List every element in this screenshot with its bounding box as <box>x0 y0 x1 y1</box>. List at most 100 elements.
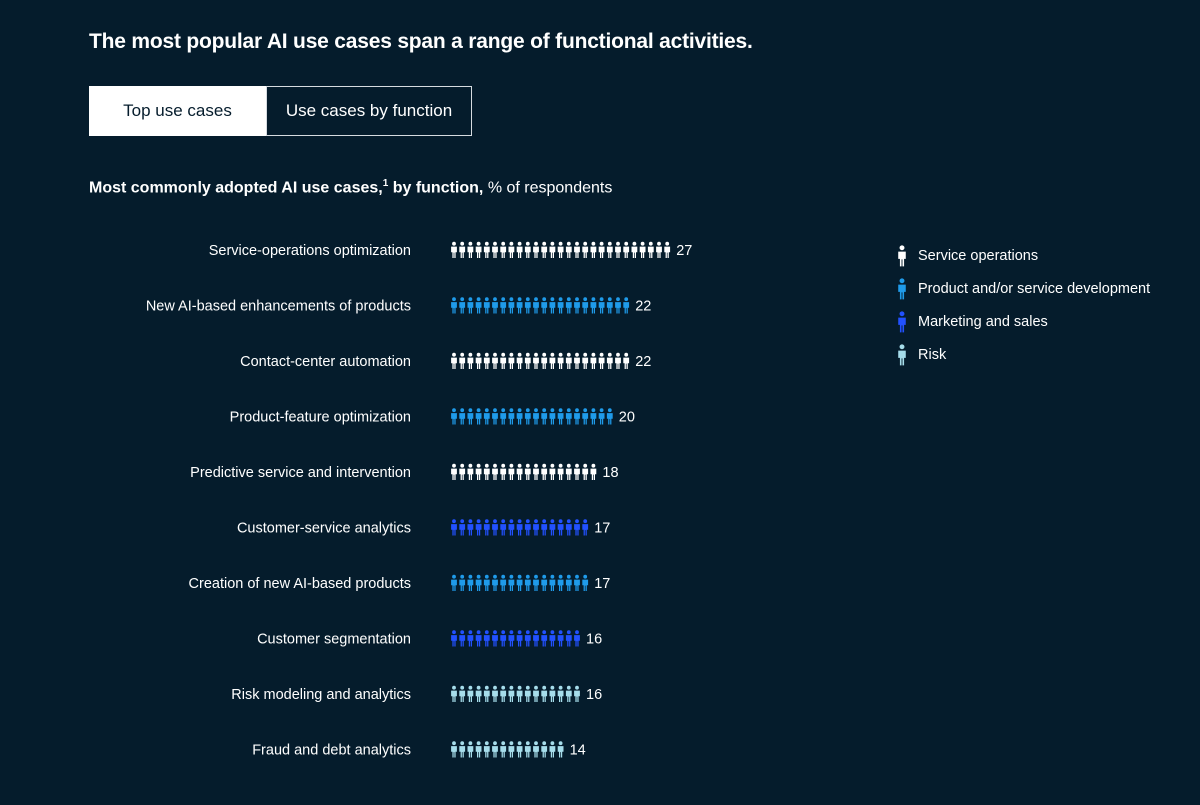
category-label: Contact-center automation <box>240 354 411 370</box>
person-icon <box>492 297 498 314</box>
person-icon <box>574 685 580 702</box>
value-label: 22 <box>635 299 651 315</box>
person-icon <box>524 352 531 369</box>
person-icon <box>467 352 474 369</box>
person-icon <box>500 741 507 758</box>
bar-row[interactable] <box>451 630 580 647</box>
person-icon <box>451 574 457 591</box>
value-label: 18 <box>602 465 618 481</box>
legend-item[interactable]: Product and/or service development <box>897 272 1150 305</box>
person-icon <box>524 630 531 647</box>
person-icon <box>500 685 507 702</box>
person-icon <box>574 352 580 369</box>
bar-row[interactable] <box>451 519 589 536</box>
person-icon <box>451 685 457 702</box>
person-icon <box>533 241 539 258</box>
person-icon <box>467 630 474 647</box>
person-icon <box>516 519 523 536</box>
person-icon <box>574 408 580 425</box>
person-icon <box>565 630 572 647</box>
subtitle-bold-2: by function, <box>388 179 484 197</box>
legend-item[interactable]: Service operations <box>897 239 1150 272</box>
person-icon <box>606 241 613 258</box>
person-icon <box>483 352 490 369</box>
person-icon <box>516 241 523 258</box>
person-icon <box>549 463 556 480</box>
person-icon <box>598 297 605 314</box>
value-label: 16 <box>586 632 602 648</box>
person-icon <box>541 741 548 758</box>
person-icon <box>483 574 490 591</box>
person-icon <box>475 630 482 647</box>
person-icon <box>492 519 498 536</box>
legend-label: Risk <box>918 346 947 363</box>
bar-row[interactable] <box>451 463 597 480</box>
person-icon <box>533 408 539 425</box>
person-icon <box>483 408 490 425</box>
person-icon <box>483 519 490 536</box>
bar-row[interactable] <box>451 685 580 702</box>
person-icon <box>467 297 474 314</box>
person-icon <box>467 408 474 425</box>
category-label: Fraud and debt analytics <box>252 743 411 759</box>
footnote-marker[interactable]: 1 <box>382 178 389 189</box>
person-icon <box>647 241 654 258</box>
chart-subtitle: Most commonly adopted AI use cases,1 by … <box>89 178 612 197</box>
tab-use-cases-by-function[interactable]: Use cases by function <box>266 86 472 136</box>
person-icon <box>557 685 564 702</box>
person-icon <box>524 408 531 425</box>
person-icon <box>467 741 474 758</box>
person-icon <box>451 297 457 314</box>
person-icon <box>533 519 539 536</box>
person-icon <box>475 241 482 258</box>
legend-label: Product and/or service development <box>918 280 1151 297</box>
person-icon <box>557 352 564 369</box>
person-icon <box>615 352 621 369</box>
person-icon <box>467 685 474 702</box>
person-icon <box>557 574 564 591</box>
person-icon <box>574 463 580 480</box>
bar-row[interactable] <box>451 241 671 258</box>
person-icon <box>565 408 572 425</box>
person-icon <box>459 408 466 425</box>
person-icon <box>898 343 906 365</box>
person-icon <box>492 463 498 480</box>
bar-row[interactable] <box>451 741 564 758</box>
legend-item[interactable]: Marketing and sales <box>897 305 1150 338</box>
person-icon <box>582 297 589 314</box>
bar-row[interactable] <box>451 574 589 591</box>
person-icon <box>475 408 482 425</box>
person-icon <box>615 297 621 314</box>
person-icon <box>631 241 638 258</box>
person-icon <box>475 519 482 536</box>
person-icon <box>516 630 523 647</box>
bar-row[interactable] <box>451 352 630 369</box>
person-icon <box>541 519 548 536</box>
person-icon <box>557 519 564 536</box>
person-icon <box>500 630 507 647</box>
person-icon <box>459 352 466 369</box>
person-icon <box>574 630 580 647</box>
bar-row[interactable] <box>451 408 613 425</box>
legend-item[interactable]: Risk <box>897 338 1150 371</box>
person-icon <box>533 463 539 480</box>
person-icon <box>451 741 457 758</box>
person-icon <box>623 352 630 369</box>
value-label: 14 <box>570 743 586 759</box>
person-icon <box>492 408 498 425</box>
person-icon <box>565 352 572 369</box>
person-icon <box>557 463 564 480</box>
category-label: New AI-based enhancements of products <box>146 299 411 315</box>
person-icon <box>533 741 539 758</box>
person-icon <box>565 574 572 591</box>
person-icon <box>516 685 523 702</box>
person-icon <box>500 463 507 480</box>
person-icon <box>582 574 589 591</box>
tab-top-use-cases[interactable]: Top use cases <box>89 86 266 136</box>
bar-row[interactable] <box>451 297 630 314</box>
person-icon <box>615 241 621 258</box>
person-icon <box>500 241 507 258</box>
person-icon <box>483 241 490 258</box>
person-icon <box>524 241 531 258</box>
person-icon <box>451 241 457 258</box>
